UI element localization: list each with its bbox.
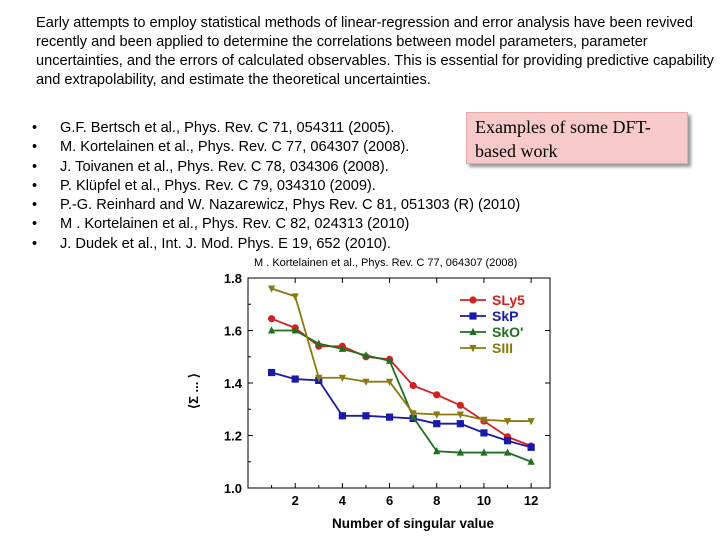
data-point-skp (362, 412, 370, 420)
data-point-siii (362, 378, 370, 386)
y-tick-label: 1.0 (224, 481, 242, 496)
data-point-skp (291, 375, 299, 383)
series-line-skp (271, 371, 532, 449)
legend-marker-sly5 (469, 296, 477, 304)
data-point-sly5 (433, 391, 441, 399)
callout-box: Examples of some DFT-based work (466, 112, 688, 164)
data-point-sko (315, 339, 323, 347)
legend-marker-siii (469, 345, 477, 353)
reference-item: • M. Kortelainen et al., Phys. Rev. C 77,… (32, 138, 520, 157)
reference-text: M. Kortelainen et al., Phys. Rev. C 77, … (60, 139, 410, 156)
reference-item: • P. Klüpfel et al., Phys. Rev. C 79, 034… (32, 177, 520, 196)
figure-caption: M . Kortelainen et al., Phys. Rev. C 77,… (254, 257, 518, 269)
series-line-sly5 (271, 317, 532, 447)
reference-item: • J. Dudek et al., Int. J. Mod. Phys. E 1… (32, 235, 520, 254)
legend-label-siii: SIII (492, 340, 513, 356)
data-point-sko (338, 344, 346, 352)
legend-marker-sko (469, 327, 477, 335)
legend-marker-skp (469, 312, 477, 320)
data-point-siii (527, 418, 535, 426)
data-point-skp (433, 420, 441, 428)
y-tick-label: 1.4 (224, 376, 243, 391)
data-point-sly5 (409, 382, 417, 390)
bullet: • (32, 120, 38, 136)
reference-text: P. Klüpfel et al., Phys. Rev. C 79, 0343… (60, 177, 376, 194)
data-point-siii (433, 411, 441, 419)
bullet: • (32, 235, 38, 252)
series-line-siii (271, 287, 532, 422)
x-tick-label: 4 (339, 493, 347, 508)
x-axis-label: Number of singular value (332, 516, 495, 531)
y-tick-label: 1.8 (224, 271, 242, 286)
bullet: • (32, 177, 38, 194)
data-point-sko (480, 448, 488, 456)
data-point-skp (338, 412, 346, 420)
data-point-siii (480, 416, 488, 424)
x-tick-label: 12 (524, 493, 538, 508)
data-point-skp (503, 437, 512, 445)
data-point-sly5 (456, 401, 464, 409)
reference-item: • P.-G. Reinhard and W. Nazarewicz, Phys … (32, 196, 520, 215)
reference-list: • G.F. Bertsch et al., Phys. Rev. C 71, 0… (32, 119, 520, 254)
x-tick-label: 10 (477, 493, 491, 508)
data-point-siii (385, 378, 394, 386)
data-point-siii (409, 410, 417, 418)
data-point-sko (385, 356, 394, 364)
y-axis-label: ⟨Σ ... ⟩ (186, 373, 201, 409)
reference-item: • M . Kortelainen et al., Phys. Rev. C 82… (32, 215, 520, 234)
data-point-siii (315, 374, 323, 382)
bullet: • (32, 158, 38, 175)
intro-paragraph: Early attempts to employ statistical met… (36, 15, 714, 88)
data-point-sko (362, 351, 370, 359)
data-point-sko (267, 326, 276, 334)
data-point-siii (456, 411, 464, 419)
data-point-sko (291, 326, 299, 334)
legend-label-sly5: SLy5 (492, 292, 525, 308)
data-point-siii (291, 293, 299, 301)
legend-label-sko: SkO' (492, 324, 523, 340)
bullet: • (32, 216, 38, 233)
data-point-skp (480, 429, 488, 437)
data-point-siii (503, 418, 512, 426)
reference-item: • J. Toivanen et al., Phys. Rev. C 78, 03… (32, 158, 520, 177)
reference-text: P.-G. Reinhard and W. Nazarewicz, Phys R… (60, 197, 521, 214)
bullet: • (32, 197, 38, 214)
x-tick-label: 2 (292, 493, 299, 508)
data-point-sly5 (267, 315, 276, 323)
data-point-sko (527, 457, 535, 465)
series-line-sko (271, 329, 532, 463)
data-point-skp (267, 368, 276, 377)
reference-item: • G.F. Bertsch et al., Phys. Rev. C 71, 0… (32, 119, 520, 138)
bullet: • (32, 139, 38, 156)
data-point-sko (503, 448, 512, 456)
x-tick-label: 6 (386, 493, 393, 508)
reference-text: G.F. Bertsch et al., Phys. Rev. C 71, 05… (60, 120, 395, 136)
reference-text: J. Toivanen et al., Phys. Rev. C 78, 034… (60, 158, 389, 175)
data-point-sko (433, 447, 441, 455)
data-point-skp (527, 443, 535, 451)
y-tick-label: 1.6 (224, 324, 242, 339)
data-point-skp (456, 420, 464, 428)
data-point-skp (385, 413, 394, 421)
data-point-sko (456, 448, 464, 456)
reference-text: M . Kortelainen et al., Phys. Rev. C 82,… (60, 216, 410, 233)
data-point-siii (267, 285, 276, 293)
x-tick-label: 8 (433, 493, 440, 508)
data-point-siii (338, 374, 346, 382)
reference-text: J. Dudek et al., Int. J. Mod. Phys. E 19… (60, 235, 391, 252)
y-tick-label: 1.2 (224, 429, 242, 444)
legend-label-skp: SkP (492, 308, 518, 324)
